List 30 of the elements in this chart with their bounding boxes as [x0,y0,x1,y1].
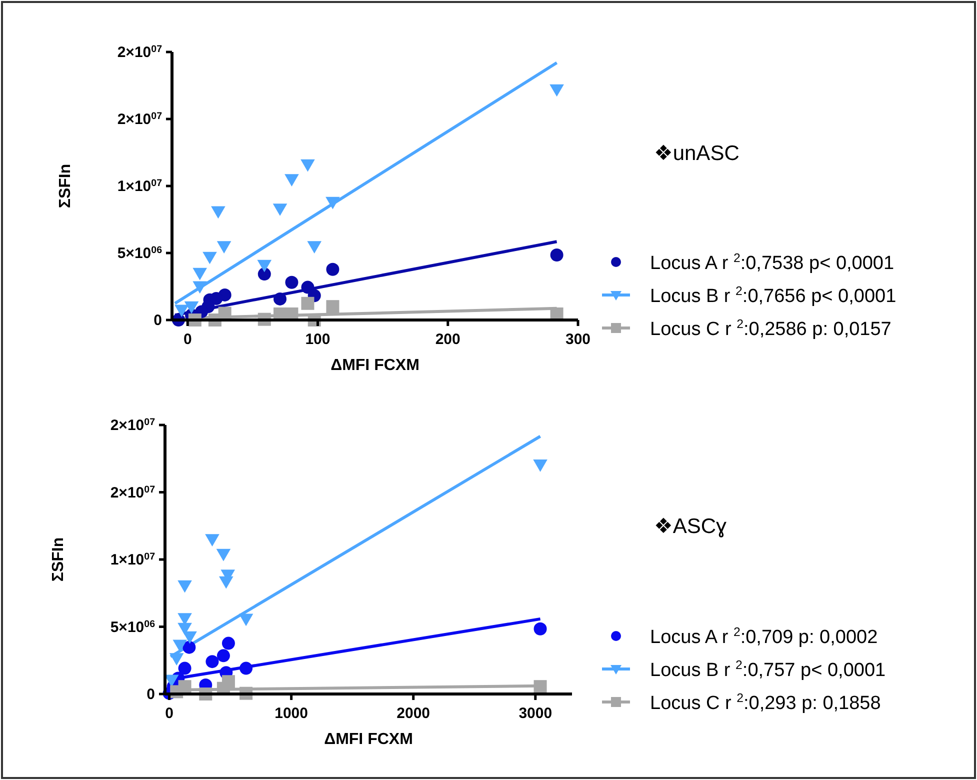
y-tick-label: 0 [154,312,162,329]
y-axis-title: ΣSFIn [50,537,67,582]
y-tick-label: 2×10$^{07}$ [117,44,162,61]
y-tick-label: 5×10$^{06}$ [117,244,163,262]
y-tick-label: 1×10$^{07}$ [117,178,162,195]
legend-label: Locus C r $^{2}$:0,293 p: 0,1858 [650,691,881,714]
legend-label: Locus A r $^{2}$:0,7538 p< 0,0001 [650,251,894,274]
legend-label: Locus A r $^{2}$:0,709 p: 0,0002 [650,625,878,648]
y-tick-label: 0 [146,686,155,703]
x-tick-label: 0 [165,705,174,722]
text: ❖unASC [654,142,740,165]
x-tick-label: 100 [305,331,330,348]
y-tick-label: 2×10$^{07}$ [117,110,162,128]
x-axis-title: ΔMFI FCXM [324,731,413,748]
legend-label: Locus B r $^{2}$:0,757 p< 0,0001 [650,658,886,681]
y-tick-label: 2×10$^{07}$ [110,416,155,434]
x-tick-label: 300 [565,331,591,348]
x-tick-label: 1000 [274,705,308,722]
legend-label: Locus B r $^{2}$:0,7656 p< 0,0001 [650,284,896,307]
x-tick-label: 2000 [396,705,430,722]
y-tick-label: 1×10$^{07}$ [110,551,155,568]
x-tick-label: 3000 [518,705,552,722]
x-tick-label: 200 [435,331,460,348]
x-tick-label: 0 [183,331,192,348]
x-axis-title: ΔMFI FCXM [330,357,420,374]
y-axis-title: ΣSFIn [57,164,74,208]
legend-label: Locus C r $^{2}$:0,2586 p: 0,0157 [650,317,892,340]
text: ❖ASCɣ [654,515,728,538]
y-tick-label: 5×10$^{06}$ [110,618,156,636]
y-tick-label: 2×10$^{07}$ [110,484,155,502]
